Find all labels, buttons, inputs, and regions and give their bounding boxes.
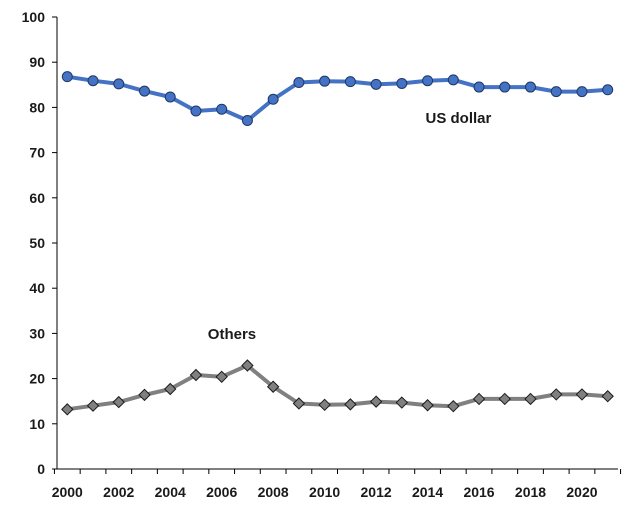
data-point xyxy=(61,71,73,83)
x-tick-label: 2004 xyxy=(155,484,186,500)
y-tick-label: 20 xyxy=(29,371,45,387)
data-point xyxy=(422,75,434,87)
data-point xyxy=(499,81,511,93)
data-point xyxy=(113,78,125,90)
y-tick-label: 10 xyxy=(29,416,45,432)
x-tick-label: 2010 xyxy=(309,484,340,500)
data-point xyxy=(293,77,305,89)
data-point xyxy=(138,388,151,402)
data-point xyxy=(319,75,331,87)
data-point xyxy=(241,115,253,127)
data-point xyxy=(189,368,203,382)
data-point xyxy=(421,399,434,412)
y-tick-label: 40 xyxy=(29,280,45,296)
series-layer xyxy=(61,71,614,416)
data-point xyxy=(344,398,357,411)
data-point xyxy=(550,388,563,401)
y-tick-label: 100 xyxy=(22,9,46,25)
data-point xyxy=(215,370,228,383)
y-tick-label: 90 xyxy=(29,54,45,70)
data-point xyxy=(576,86,588,98)
y-tick-label: 50 xyxy=(29,235,45,251)
data-point xyxy=(138,85,150,97)
data-point xyxy=(164,382,177,396)
x-tick-label: 2000 xyxy=(52,484,83,500)
data-point xyxy=(267,93,279,105)
x-tick-label: 2020 xyxy=(566,484,597,500)
data-point xyxy=(369,395,383,408)
x-tick-label: 2008 xyxy=(258,484,289,500)
data-point xyxy=(396,77,408,89)
y-tick-label: 0 xyxy=(37,461,45,477)
x-tick-labels: 2000 2002 2004 2006 2008 2010 2012 2014 2016 2018… xyxy=(52,484,598,500)
data-point xyxy=(525,81,537,93)
data-point xyxy=(112,395,125,409)
y-tick-labels: 0 10 20 30 40 50 60 70 80 90 100 xyxy=(22,9,46,477)
data-point xyxy=(86,399,100,412)
series-label: US dollar xyxy=(426,110,492,127)
data-point xyxy=(498,392,511,406)
data-point xyxy=(601,390,614,403)
y-tick-label: 70 xyxy=(29,145,45,161)
data-point xyxy=(190,105,202,117)
data-point xyxy=(370,78,382,90)
data-point xyxy=(87,75,99,87)
data-point xyxy=(524,392,537,406)
data-point xyxy=(318,398,331,412)
data-point xyxy=(344,76,356,88)
axes xyxy=(52,16,622,474)
x-tick-label: 2016 xyxy=(463,484,494,500)
data-point xyxy=(602,84,614,96)
data-point xyxy=(447,74,459,86)
data-point xyxy=(447,399,460,413)
series-label: Others xyxy=(208,326,256,343)
data-point xyxy=(164,91,176,103)
x-tick-label: 2012 xyxy=(361,484,392,500)
data-point xyxy=(266,380,280,393)
x-tick-label: 2006 xyxy=(206,484,237,500)
data-point xyxy=(575,388,589,401)
x-tick-label: 2018 xyxy=(515,484,546,500)
data-point xyxy=(395,396,409,409)
data-point xyxy=(473,81,485,93)
x-tick-label: 2002 xyxy=(103,484,134,500)
data-point xyxy=(550,86,562,98)
series-labels: US dollar Others xyxy=(208,110,492,343)
y-tick-label: 80 xyxy=(29,99,45,115)
data-point xyxy=(241,359,254,372)
data-point xyxy=(61,403,74,416)
x-tick-label: 2014 xyxy=(412,484,443,500)
data-point xyxy=(216,103,228,115)
series-line-1 xyxy=(66,74,608,123)
data-point xyxy=(292,397,306,410)
y-tick-label: 60 xyxy=(29,190,45,206)
series-line-2 xyxy=(67,363,608,412)
y-tick-label: 30 xyxy=(29,325,45,341)
data-point xyxy=(472,392,486,406)
